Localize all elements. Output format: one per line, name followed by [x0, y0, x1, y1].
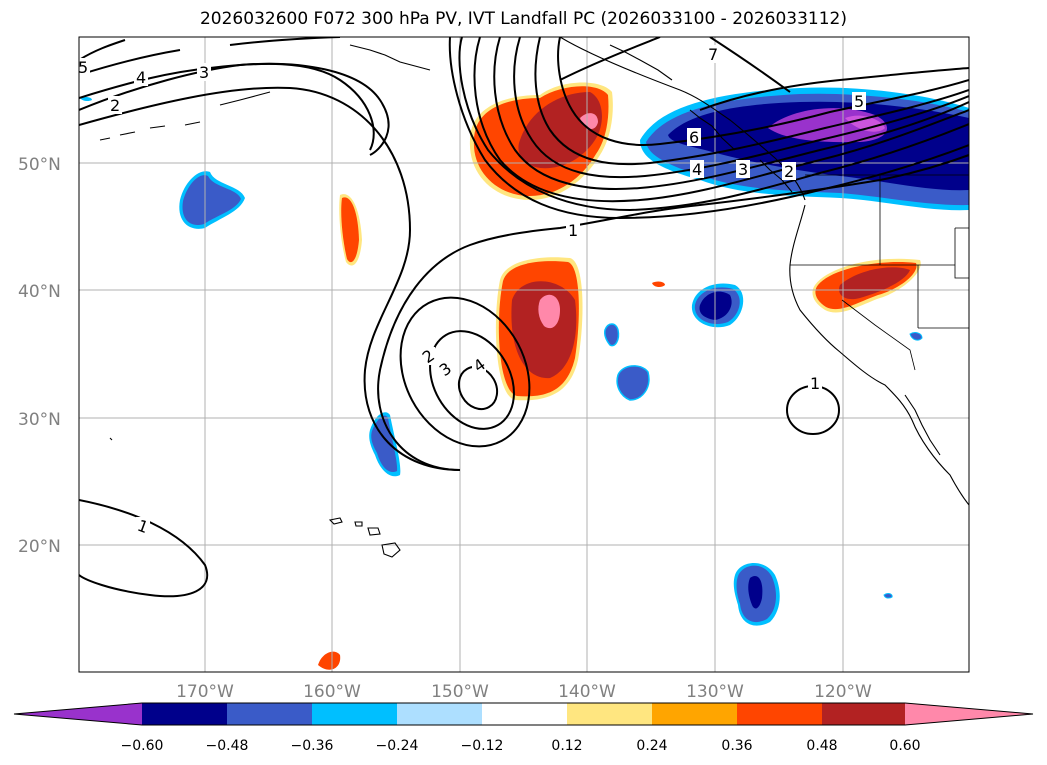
- colorbar-tick-label: 0.24: [636, 738, 667, 754]
- lon-label: 130°W: [686, 682, 744, 702]
- contour-label: 5: [854, 92, 864, 111]
- negative-anomaly-tiny-south: [883, 593, 893, 599]
- contour-label: 6: [689, 128, 699, 147]
- colorbar-tick-label: 0.12: [551, 738, 582, 754]
- colorbar-segment: [822, 703, 905, 725]
- map-content: 5 4 3 2 7 6 5 4 3 2 1 2 3 4: [78, 37, 969, 672]
- lon-label: 140°W: [558, 682, 616, 702]
- colorbar-tick-label: −0.12: [461, 738, 504, 754]
- lon-label: 150°W: [431, 682, 489, 702]
- map-title: 2026032600 F072 300 hPa PV, IVT Landfall…: [199, 9, 847, 29]
- colorbar-segment: [737, 703, 822, 725]
- contour-label: 4: [692, 160, 702, 179]
- lat-label: 30°N: [18, 410, 61, 430]
- contour-label: 3: [738, 160, 748, 179]
- political-borders: [790, 174, 969, 371]
- negative-anomaly-west: [179, 171, 245, 229]
- colorbar-tick-label: −0.60: [121, 738, 164, 754]
- contour-label: 5: [78, 58, 88, 77]
- contour-label: 1: [568, 221, 578, 240]
- colorbar-segment: [567, 703, 652, 725]
- contour-label: 2: [110, 96, 120, 115]
- colorbar-tick-label: 0.60: [889, 738, 920, 754]
- contour-label: 1: [810, 374, 820, 393]
- colorbar-extend-min: [14, 703, 142, 725]
- positive-anomaly-south: [318, 651, 341, 670]
- colorbar-tick-label: −0.48: [206, 738, 249, 754]
- colorbar-segment: [142, 703, 227, 725]
- lat-label: 40°N: [18, 282, 61, 302]
- colorbar-tick-label: −0.36: [291, 738, 334, 754]
- colorbar-tick-label: −0.24: [376, 738, 419, 754]
- colorbar-segment: [397, 703, 482, 725]
- lon-label: 120°W: [814, 682, 872, 702]
- positive-anomaly-central: [495, 257, 583, 401]
- colorbar-tick-label: 0.36: [721, 738, 752, 754]
- colorbar-segment: [652, 703, 737, 725]
- longitude-labels: 170°W 160°W 150°W 140°W 130°W 120°W: [176, 682, 872, 702]
- colorbar-segment: [227, 703, 312, 725]
- negative-anomaly-small-b: [616, 365, 650, 401]
- colorbar-tick-label: 0.48: [806, 738, 837, 754]
- contour-label: 3: [199, 63, 209, 82]
- contour-label: 7: [708, 45, 718, 64]
- lat-label: 50°N: [18, 155, 61, 175]
- negative-anomaly-130w: [691, 283, 744, 328]
- negative-anomaly-tiny-west: [80, 96, 92, 102]
- map-frame: [78, 36, 970, 673]
- positive-anomaly-strip: [339, 194, 362, 266]
- negative-anomaly-south: [733, 562, 780, 626]
- contour-labels: 5 4 3 2 7 6 5 4 3 2 1 2 3 4: [78, 45, 866, 537]
- lon-label: 170°W: [176, 682, 234, 702]
- contour-label: 4: [136, 68, 146, 87]
- colorbar-segment: [482, 703, 567, 725]
- positive-anomaly-california: [812, 258, 921, 313]
- colorbar-segment: [312, 703, 397, 725]
- latitude-labels: 50°N 40°N 30°N 20°N: [18, 155, 61, 557]
- negative-anomaly-tiny-east: [909, 332, 923, 341]
- positive-anomaly-small: [652, 281, 665, 288]
- colorbar-extend-max: [905, 703, 1033, 725]
- contour-label: 2: [784, 162, 794, 181]
- lon-label: 160°W: [303, 682, 361, 702]
- colorbar: −0.60 −0.48 −0.36 −0.24 −0.12 0.12 0.24 …: [13, 702, 1034, 754]
- negative-anomaly-small-a: [604, 323, 620, 347]
- lat-label: 20°N: [18, 537, 61, 557]
